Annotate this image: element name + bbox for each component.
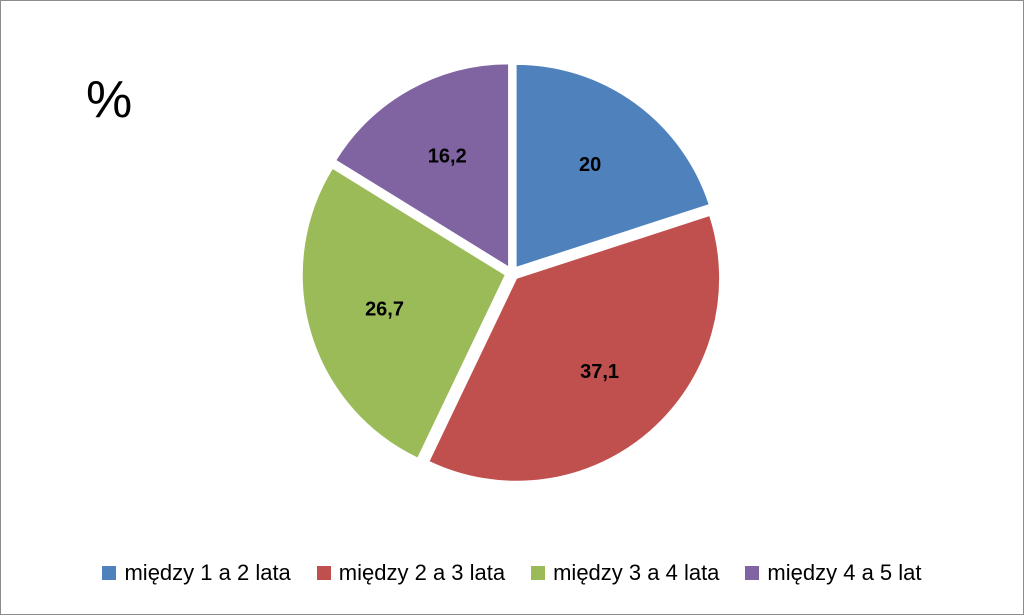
legend-item-2: między 2 a 3 lata: [316, 560, 506, 586]
data-label-1: 20: [579, 154, 601, 176]
legend-swatch-3: [531, 566, 546, 580]
legend: między 1 a 2 lata między 2 a 3 lata międ…: [0, 560, 1024, 586]
pie-slice-2: [428, 214, 721, 482]
unit-label: %: [86, 71, 133, 129]
legend-swatch-4: [745, 566, 760, 580]
legend-label-1: między 1 a 2 lata: [124, 560, 291, 585]
legend-swatch-2: [316, 566, 331, 580]
legend-item-3: między 3 a 4 lata: [531, 560, 719, 586]
legend-item-4: między 4 a 5 lat: [745, 560, 922, 586]
legend-label-4: między 4 a 5 lat: [767, 560, 922, 585]
pie-slice-3: [301, 167, 506, 459]
data-label-4: 16,2: [428, 145, 467, 167]
legend-item-1: między 1 a 2 lata: [102, 560, 291, 586]
pie-slice-4: [335, 63, 510, 268]
data-label-3: 26,7: [365, 299, 404, 321]
legend-label-3: między 3 a 4 lata: [553, 560, 720, 585]
data-label-2: 37,1: [580, 361, 619, 383]
pie-slice-1: [515, 63, 710, 269]
legend-label-2: między 2 a 3 lata: [338, 560, 506, 585]
legend-swatch-1: [102, 566, 117, 580]
